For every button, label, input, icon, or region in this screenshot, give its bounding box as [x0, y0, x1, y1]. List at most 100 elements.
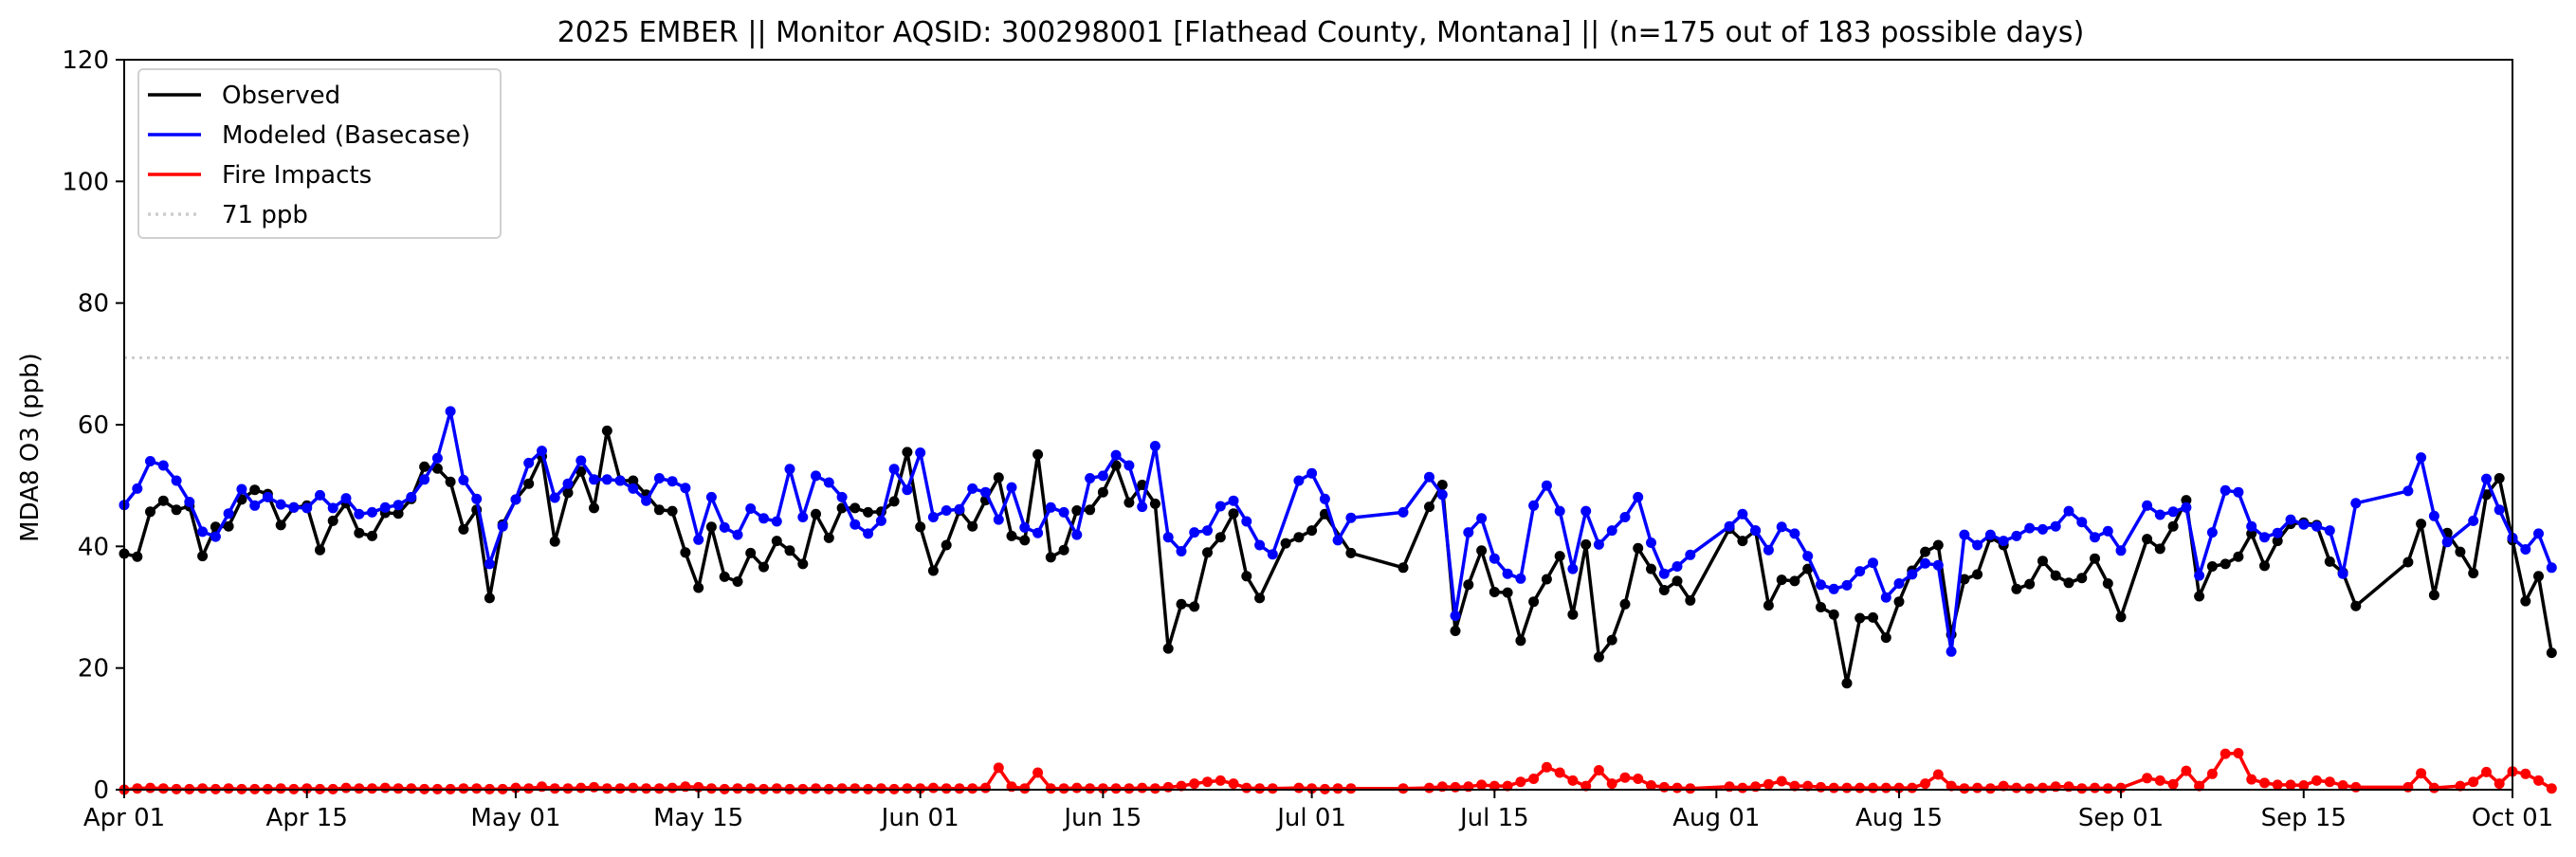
- data-point: [1802, 551, 1814, 562]
- data-point: [1593, 538, 1604, 550]
- data-point: [523, 457, 535, 468]
- data-point: [1515, 776, 1526, 788]
- data-point: [1202, 547, 1213, 558]
- data-point: [1685, 549, 1696, 560]
- data-point: [1071, 505, 1083, 516]
- data-point: [628, 483, 639, 494]
- data-point: [1306, 467, 1318, 479]
- data-point: [1946, 780, 1957, 792]
- data-point: [915, 447, 926, 458]
- data-point: [2402, 556, 2414, 568]
- data-point: [2402, 485, 2414, 497]
- data-point: [589, 781, 599, 793]
- data-point: [1306, 783, 1318, 794]
- data-point: [915, 783, 926, 794]
- data-point: [993, 762, 1004, 774]
- data-point: [2167, 506, 2179, 518]
- data-point: [2481, 473, 2492, 484]
- y-tick-label: 0: [93, 776, 109, 805]
- data-point: [1215, 501, 1226, 512]
- data-point: [1528, 500, 1540, 511]
- data-point: [954, 503, 965, 515]
- x-tick-label: Sep 01: [2078, 804, 2164, 832]
- data-point: [1920, 778, 1931, 790]
- data-point: [1567, 609, 1579, 620]
- legend-label: Observed: [222, 82, 340, 110]
- data-point: [1776, 574, 1787, 586]
- data-point: [1567, 775, 1579, 786]
- data-point: [1398, 562, 1409, 574]
- data-point: [1085, 473, 1096, 483]
- data-point: [301, 502, 313, 514]
- data-point: [340, 782, 352, 793]
- y-tick-label: 120: [62, 46, 109, 75]
- data-point: [797, 512, 809, 522]
- data-point: [1828, 782, 1839, 793]
- data-point: [1085, 783, 1096, 794]
- data-point: [484, 558, 495, 570]
- data-point: [2011, 782, 2022, 793]
- data-point: [523, 783, 535, 794]
- data-point: [811, 508, 821, 520]
- data-point: [1345, 783, 1357, 794]
- data-point: [601, 425, 612, 436]
- data-point: [1463, 579, 1474, 591]
- data-point: [863, 528, 874, 539]
- data-point: [1110, 449, 1122, 461]
- x-tick-label: Jun 01: [880, 804, 959, 832]
- y-tick-label: 60: [78, 411, 109, 440]
- data-point: [1854, 566, 1866, 577]
- data-point: [811, 783, 821, 794]
- data-point: [2481, 766, 2492, 777]
- data-point: [2350, 600, 2362, 611]
- data-point: [406, 783, 417, 794]
- data-point: [1463, 527, 1474, 538]
- data-point: [1672, 782, 1683, 793]
- data-point: [1019, 783, 1031, 794]
- data-point: [1633, 774, 1644, 784]
- data-point: [458, 474, 469, 485]
- data-point: [2206, 768, 2218, 779]
- data-point: [1580, 780, 1592, 792]
- data-point: [601, 474, 612, 485]
- data-point: [1816, 579, 1826, 591]
- data-point: [2428, 510, 2439, 521]
- data-point: [705, 521, 717, 533]
- data-point: [458, 523, 469, 535]
- data-point: [680, 547, 691, 558]
- x-tick-label: Oct 01: [2472, 804, 2553, 832]
- data-point: [771, 536, 782, 547]
- data-point: [2206, 527, 2218, 538]
- data-point: [941, 783, 952, 794]
- data-point: [628, 782, 639, 793]
- data-point: [1058, 544, 1069, 556]
- data-point: [549, 492, 560, 503]
- data-point: [2311, 775, 2322, 786]
- data-point: [667, 505, 678, 517]
- data-point: [2285, 779, 2296, 791]
- data-point: [2520, 595, 2531, 607]
- data-point: [915, 521, 926, 533]
- data-point: [732, 576, 743, 587]
- data-point: [145, 506, 155, 518]
- data-point: [1162, 532, 1174, 543]
- data-point: [1110, 783, 1122, 794]
- data-point: [1398, 506, 1409, 518]
- data-point: [2090, 782, 2100, 793]
- data-point: [653, 783, 665, 794]
- data-point: [745, 783, 757, 794]
- x-tick-label: May 15: [653, 804, 743, 832]
- data-point: [2246, 520, 2257, 532]
- data-point: [2337, 568, 2348, 579]
- data-point: [327, 515, 338, 526]
- data-point: [1959, 574, 1970, 585]
- data-point: [1789, 780, 1800, 792]
- data-point: [1241, 571, 1252, 582]
- y-tick-label: 20: [78, 655, 109, 684]
- data-point: [2167, 520, 2179, 532]
- data-point: [1019, 521, 1031, 533]
- data-point: [157, 783, 169, 794]
- data-point: [1646, 563, 1656, 574]
- data-point: [171, 504, 182, 516]
